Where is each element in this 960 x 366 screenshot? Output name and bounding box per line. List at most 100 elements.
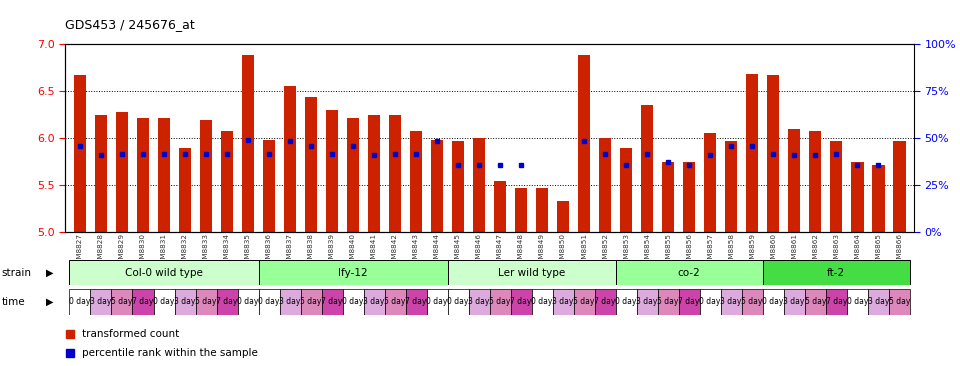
Text: 5 day: 5 day	[300, 298, 322, 306]
Bar	[804, 289, 826, 315]
Text: percentile rank within the sample: percentile rank within the sample	[83, 348, 258, 358]
Bar	[532, 289, 553, 315]
Bar	[658, 289, 679, 315]
Text: 5 day: 5 day	[573, 298, 595, 306]
Text: 7 day: 7 day	[679, 298, 700, 306]
Text: 0 day: 0 day	[154, 298, 175, 306]
Bar	[196, 289, 217, 315]
Text: transformed count: transformed count	[83, 329, 180, 339]
Bar	[721, 289, 742, 315]
Text: 7 day: 7 day	[132, 298, 154, 306]
Bar	[872, 165, 884, 232]
Bar	[237, 289, 258, 315]
Text: 3 day: 3 day	[364, 298, 385, 306]
Text: 7 day: 7 day	[216, 298, 238, 306]
Bar	[553, 289, 574, 315]
Text: 0 day: 0 day	[762, 298, 784, 306]
Bar	[767, 75, 780, 232]
Text: 3 day: 3 day	[468, 298, 490, 306]
Bar	[389, 115, 401, 232]
Bar	[343, 289, 364, 315]
Bar	[536, 188, 548, 232]
Text: Col-0 wild type: Col-0 wild type	[125, 268, 203, 278]
Bar	[472, 138, 486, 232]
Bar	[746, 74, 758, 232]
Bar	[594, 289, 615, 315]
Bar	[829, 141, 843, 232]
Bar	[493, 180, 507, 232]
Bar	[511, 289, 532, 315]
Bar	[111, 289, 132, 315]
Text: 5 day: 5 day	[741, 298, 763, 306]
Bar	[615, 260, 762, 285]
Bar	[221, 131, 233, 232]
Bar	[826, 289, 847, 315]
Text: ft-2: ft-2	[828, 268, 845, 278]
Text: ▶: ▶	[46, 297, 54, 307]
Bar	[847, 289, 868, 315]
Text: 3 day: 3 day	[175, 298, 196, 306]
Bar	[279, 289, 300, 315]
Text: 7 day: 7 day	[594, 298, 615, 306]
Bar	[347, 118, 359, 232]
Bar	[258, 260, 447, 285]
Bar	[263, 140, 276, 232]
Bar	[679, 289, 700, 315]
Bar	[620, 147, 633, 232]
Bar	[574, 289, 594, 315]
Text: 0 day: 0 day	[343, 298, 364, 306]
Bar	[851, 162, 863, 232]
Text: 0 day: 0 day	[69, 298, 90, 306]
Bar	[242, 55, 254, 232]
Text: 5 day: 5 day	[384, 298, 406, 306]
Bar	[431, 140, 444, 232]
Bar	[154, 289, 175, 315]
Bar	[410, 131, 422, 232]
Bar	[200, 120, 212, 232]
Text: Ler wild type: Ler wild type	[498, 268, 565, 278]
Text: strain: strain	[2, 268, 32, 278]
Text: 0 day: 0 day	[532, 298, 553, 306]
Text: 3 day: 3 day	[279, 298, 300, 306]
Text: 3 day: 3 day	[90, 298, 111, 306]
Text: 0 day: 0 day	[258, 298, 279, 306]
Bar	[175, 289, 196, 315]
Bar	[762, 260, 910, 285]
Bar	[783, 289, 804, 315]
Bar	[322, 289, 343, 315]
Bar	[742, 289, 762, 315]
Text: 7 day: 7 day	[405, 298, 427, 306]
Bar	[599, 138, 612, 232]
Text: 3 day: 3 day	[868, 298, 889, 306]
Text: 0 day: 0 day	[426, 298, 447, 306]
Bar	[69, 289, 90, 315]
Bar	[557, 201, 569, 232]
Text: co-2: co-2	[678, 268, 701, 278]
Text: 5 day: 5 day	[889, 298, 910, 306]
Bar	[700, 289, 721, 315]
Bar	[468, 289, 490, 315]
Bar	[893, 141, 905, 232]
Bar	[578, 55, 590, 232]
Text: 0 day: 0 day	[700, 298, 721, 306]
Bar	[426, 289, 447, 315]
Bar	[762, 289, 783, 315]
Bar	[683, 162, 695, 232]
Text: time: time	[2, 297, 26, 307]
Bar	[615, 289, 636, 315]
Bar	[447, 289, 468, 315]
Bar	[69, 260, 258, 285]
Bar	[704, 134, 716, 232]
Text: 5 day: 5 day	[111, 298, 132, 306]
Text: 0 day: 0 day	[847, 298, 868, 306]
Bar	[95, 115, 108, 232]
Bar	[641, 105, 654, 232]
Bar	[217, 289, 237, 315]
Text: lfy-12: lfy-12	[338, 268, 368, 278]
Text: 7 day: 7 day	[322, 298, 343, 306]
Bar	[385, 289, 405, 315]
Text: 3 day: 3 day	[636, 298, 658, 306]
Bar	[725, 141, 737, 232]
Bar	[300, 289, 322, 315]
Text: ▶: ▶	[46, 268, 54, 278]
